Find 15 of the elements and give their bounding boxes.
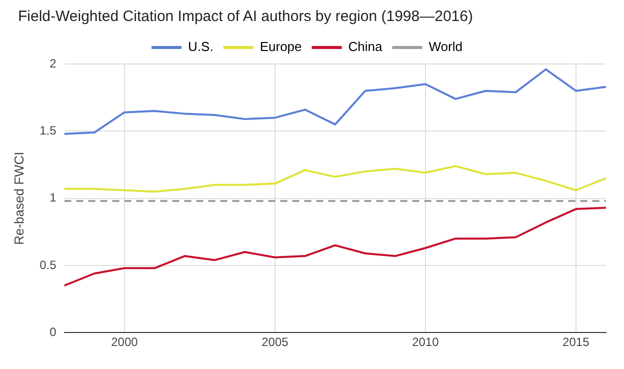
y-tick-label: 1 [50, 190, 57, 205]
chart-title: Field-Weighted Citation Impact of AI authors by region (1998—2016) [18, 8, 474, 25]
y-tick-label: 1.5 [40, 123, 57, 138]
legend-label: U.S. [188, 39, 214, 54]
y-tick-label: 0 [50, 324, 57, 339]
y-tick-label: 0.5 [40, 258, 57, 272]
legend-label: World [428, 39, 462, 54]
x-tick-label: 2000 [111, 335, 138, 350]
x-tick-label: 2010 [412, 335, 440, 350]
y-axis-title: Re-based FWCI [11, 152, 26, 245]
y-tick-label: 2 [50, 56, 57, 70]
x-tick-label: 2005 [262, 335, 289, 350]
legend-label: China [348, 39, 383, 54]
x-tick-label: 2015 [562, 335, 590, 350]
legend-label: Europe [260, 39, 302, 54]
